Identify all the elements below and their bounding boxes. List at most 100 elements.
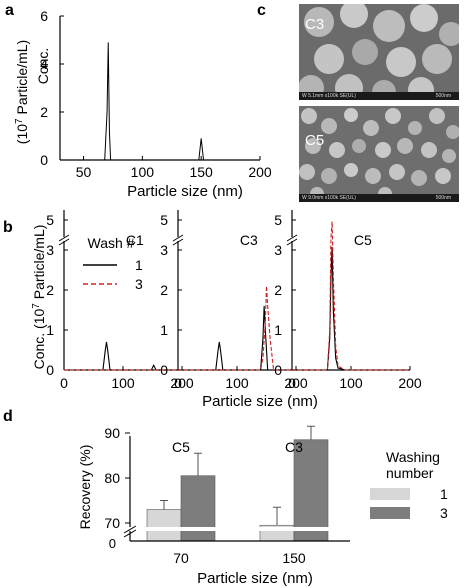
panel-a-xtick-label: 50 <box>76 164 92 180</box>
panel-a-series-line <box>60 42 260 161</box>
panel-b-xtick-label: 0 <box>60 375 68 391</box>
panel-label-c: c <box>257 2 266 19</box>
panel-d-xlabel: Particle size (nm) <box>197 570 313 587</box>
panel-b-ytick-label: 3 <box>274 242 282 258</box>
sem-info-c3: W 5.1mm x100k SE(UL) <box>302 93 356 99</box>
panel-d-legend-label-3: 3 <box>440 505 448 521</box>
sem-particles-c3 <box>299 4 459 92</box>
panel-a-xlabel: Particle size (nm) <box>127 183 243 200</box>
panel-b-xtick-label: 200 <box>398 375 422 391</box>
panel-b-ylabel: Conc. (107 Particle/mL) <box>31 225 47 370</box>
panel-d-legend-title-2: number <box>386 465 434 481</box>
panel-d-chart: 70 80 90 70 150 0 C5 C3 Recovery (%) Partic… <box>77 425 448 587</box>
panel-d-legend-swatch-1 <box>370 488 410 500</box>
panel-b-ylabel-rest: Particle/mL) <box>31 225 47 304</box>
panel-b-legend-label-1: 1 <box>135 257 143 273</box>
panel-b-chart: 0 1 2 3 5 0 100 200 C1 0 1 2 3 5 0 100 200 C3 0 1 2 3 5 0 100 200… <box>31 210 422 410</box>
panel-d-break-mark-1 <box>123 525 137 534</box>
panel-b-break-mark <box>58 238 70 246</box>
panel-a-ytick-label: 6 <box>40 8 48 24</box>
panel-b-break-band <box>286 237 298 241</box>
panel-a-chart: 50 100 150 200 0 2 4 6 Conc. (107 Particle/mL)… <box>14 8 272 200</box>
sem-particles-c5 <box>299 106 459 194</box>
panel-b-legend-title: Wash # <box>88 235 135 251</box>
panel-b-break-mark <box>286 238 298 246</box>
panel-label-a: a <box>5 2 14 19</box>
panel-b-subplot-title: C1 <box>126 232 144 248</box>
panel-b-ytick-label: 2 <box>46 282 54 298</box>
panel-d-group-label-c5: C5 <box>172 439 190 455</box>
sem-scale-c3: 500nm <box>435 93 451 99</box>
panel-b-series-line-wash-3 <box>292 221 410 371</box>
panel-a-xtick-label: 200 <box>248 164 272 180</box>
panel-b-break-mark <box>172 234 184 242</box>
panel-label-d: d <box>3 408 13 425</box>
panel-b-break-band <box>58 237 70 241</box>
panel-d-bar <box>180 475 216 542</box>
sem-image-c5: C5 W 9.0mm x100k SE(UL) 500nm <box>299 106 459 202</box>
panel-b-xtick-label: 200 <box>284 375 308 391</box>
sem-info-c5: W 9.0mm x100k SE(UL) <box>302 195 356 201</box>
panel-b-ytick-label: 1 <box>274 322 282 338</box>
panel-d-bar <box>146 509 182 542</box>
panel-d-bar <box>293 439 329 542</box>
sem-infobar-c5: W 9.0mm x100k SE(UL) 500nm <box>299 194 459 202</box>
panel-b-xtick-label: 100 <box>339 375 363 391</box>
panel-d-ylabel: Recovery (%) <box>77 445 93 530</box>
panel-a-xtick-label: 100 <box>131 164 155 180</box>
panel-b-xtick-label: 0 <box>174 375 182 391</box>
panel-b-ytick-label: 3 <box>46 242 54 258</box>
panel-b-ytick-label: 0 <box>160 362 168 378</box>
panel-label-b: b <box>3 219 13 236</box>
panel-b-ytick-label: 0 <box>274 362 282 378</box>
sem-label-c5: C5 <box>305 132 325 149</box>
sem-image-c3: C3 W 5.1mm x100k SE(UL) 500nm <box>299 4 459 100</box>
panel-b-ylabel-prefix: Conc. (10 <box>31 309 47 370</box>
panel-d-break-mark-2 <box>123 529 137 538</box>
panel-a-ytick-label: 0 <box>40 152 48 168</box>
panel-b-ytick-label: 2 <box>160 282 168 298</box>
panel-a-xtick-label: 150 <box>189 164 213 180</box>
panel-d-legend-title-1: Washing <box>386 449 440 465</box>
panel-a-ylabel-rest: Particle/mL) <box>14 40 30 119</box>
panel-b-ytick-label: 0 <box>46 362 54 378</box>
panel-b-ytick-label: 1 <box>160 322 168 338</box>
panel-b-series-line-wash-3 <box>178 285 296 371</box>
sem-infobar-c3: W 5.1mm x100k SE(UL) 500nm <box>299 92 459 100</box>
panel-b-ytick-label: 5 <box>160 212 168 228</box>
panel-d-xtick-label: 150 <box>282 550 306 566</box>
panel-a-ytick-label: 2 <box>40 104 48 120</box>
panel-b-ytick-label: 3 <box>160 242 168 258</box>
panel-d-group-label-c3: C3 <box>285 439 303 455</box>
panel-d-ytick-label: 70 <box>104 515 120 531</box>
panel-d-xtick-label: 70 <box>173 550 189 566</box>
panel-b-ylabel-sup: 7 <box>31 303 42 309</box>
panel-d-ytick-label: 80 <box>104 470 120 486</box>
panel-b-legend-label-3: 3 <box>135 276 143 292</box>
panel-b-ytick-label: 1 <box>46 322 54 338</box>
panel-b-xtick-label: 100 <box>111 375 135 391</box>
panel-b-xtick-label: 0 <box>288 375 296 391</box>
panel-b-break-band <box>172 237 184 241</box>
panel-b-series-line-wash-1 <box>178 305 296 371</box>
panel-b-xtick-label: 100 <box>225 375 249 391</box>
panel-b-xtick-label: 200 <box>170 375 194 391</box>
panel-a-ytick-label: 4 <box>40 56 48 72</box>
panel-d-legend-label-1: 1 <box>440 486 448 502</box>
panel-b-series-line-wash-1 <box>64 341 182 371</box>
panel-b-ytick-label: 5 <box>274 212 282 228</box>
sem-label-c3: C3 <box>305 16 325 33</box>
panel-b-break-mark <box>58 234 70 242</box>
panel-b-ytick-label: 2 <box>274 282 282 298</box>
sem-scale-c5: 500nm <box>435 195 451 201</box>
panel-a-ylabel-line1: Conc. <box>35 48 51 85</box>
panel-d-legend-swatch-3 <box>370 507 410 519</box>
panel-a-ylabel-line2: (107 Particle/mL) <box>14 40 30 144</box>
panel-a-ylabel-sup: 7 <box>14 118 25 124</box>
panel-d-ytick-label: 90 <box>104 425 120 441</box>
panel-d-axis-break-band <box>118 527 358 531</box>
panel-d-ytick-zero: 0 <box>109 536 116 551</box>
panel-b-ytick-label: 5 <box>46 212 54 228</box>
panel-b-series-line-wash-1 <box>292 246 410 371</box>
